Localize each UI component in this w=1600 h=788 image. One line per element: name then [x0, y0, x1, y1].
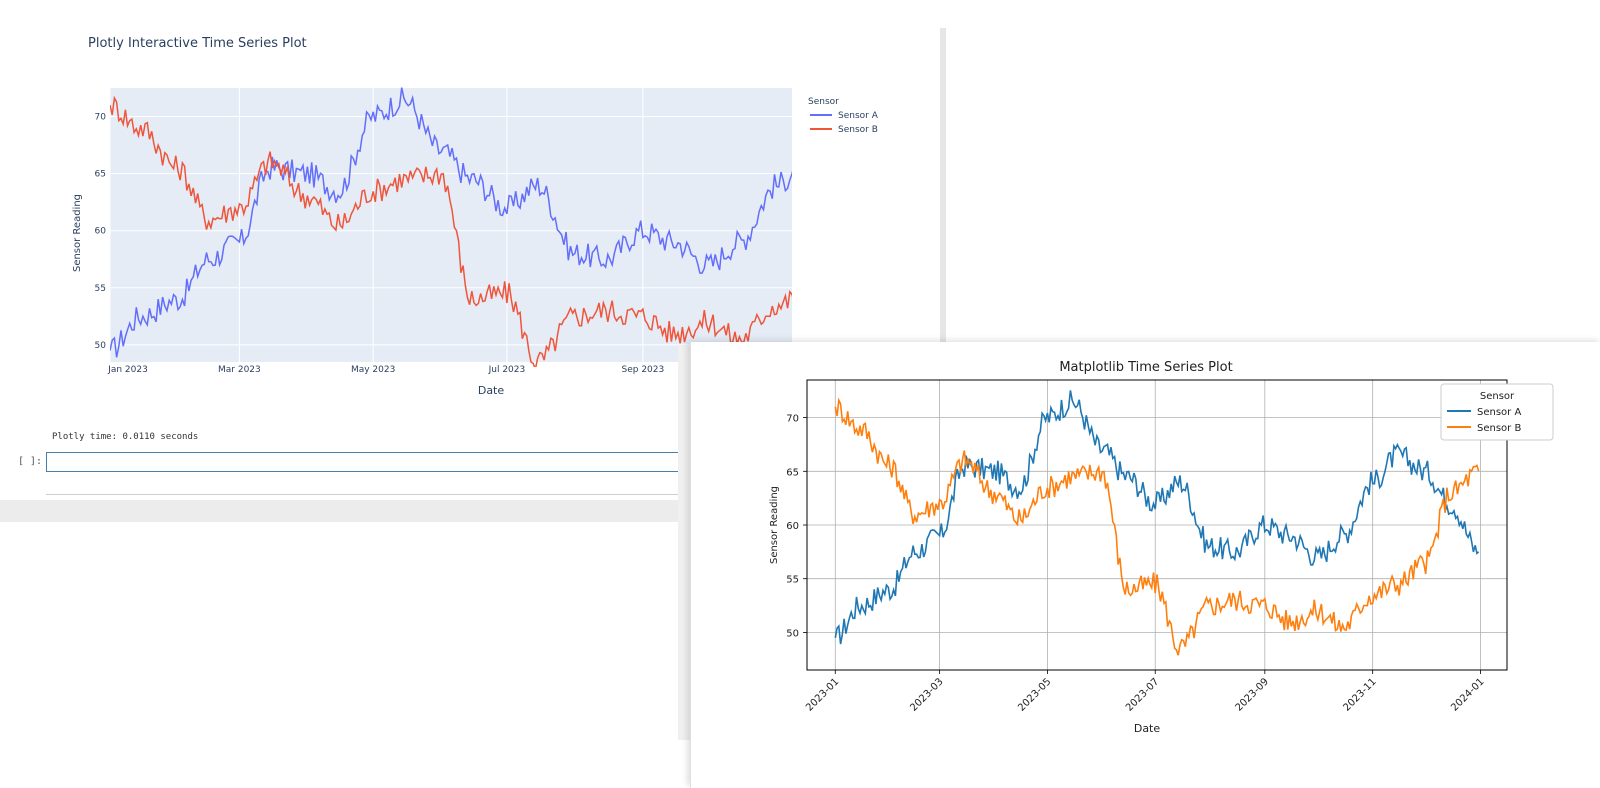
- y-tick-label: 55: [95, 284, 106, 294]
- y-tick-label: 70: [786, 414, 799, 425]
- code-cell-input[interactable]: [46, 452, 686, 472]
- matplotlib-chart-title: Matplotlib Time Series Plot: [1059, 360, 1233, 375]
- legend-label: Sensor A: [1477, 407, 1521, 418]
- x-tick-label: 2023-07: [1124, 676, 1161, 713]
- x-tick-label: Jan 2023: [107, 365, 148, 375]
- matplotlib-chart: 50 55 60 65 70 2023-01 2023-03 2023-05 2023-07 20…: [769, 379, 1554, 735]
- axes-frame: [806, 379, 1508, 671]
- x-tick-label: 2024-01: [1449, 676, 1486, 713]
- series-line-sensor-b: [834, 397, 1480, 656]
- plotly-chart-title: Plotly Interactive Time Series Plot: [88, 36, 307, 51]
- series-line-sensor-b: [110, 95, 792, 367]
- y-tick-label: 60: [786, 521, 799, 532]
- window-shadow: [678, 345, 690, 740]
- y-tick-label: 65: [786, 467, 799, 478]
- y-axis-title: Sensor Reading: [72, 194, 83, 272]
- plotly-notebook-window: Plotly Interactive Time Series Plot 50 55…: [0, 0, 940, 500]
- x-tick-label: Jul 2023: [488, 365, 526, 375]
- y-tick-label: 50: [95, 341, 107, 351]
- y-tick-label: 65: [95, 170, 106, 180]
- x-axis-title: Date: [478, 384, 505, 397]
- cell-prompt: [ ]:: [18, 456, 43, 467]
- y-tick-label: 60: [95, 227, 107, 237]
- x-tick-label: 2023-05: [1016, 676, 1053, 713]
- series-line-sensor-a: [834, 390, 1480, 645]
- legend-title: Sensor: [808, 97, 839, 107]
- series-line-sensor-a: [110, 87, 792, 358]
- y-axis-title: Sensor Reading: [769, 486, 780, 564]
- x-axis-title: Date: [1134, 722, 1161, 735]
- plotly-chart[interactable]: 50 55 60 65 70 Jan 2023 Mar 2023 May 2023 Jul 20…: [0, 0, 940, 420]
- plot-area: [110, 88, 792, 362]
- legend-label: Sensor B: [1477, 423, 1521, 434]
- y-tick-label: 50: [786, 628, 799, 639]
- legend-label: Sensor A: [838, 111, 879, 121]
- plotly-timing-output: Plotly time: 0.0110 seconds: [52, 432, 199, 442]
- x-tick-label: Mar 2023: [218, 365, 261, 375]
- legend-title: Sensor: [1480, 391, 1515, 402]
- x-tick-label: 2023-03: [908, 676, 945, 713]
- window-shadow: [0, 500, 690, 522]
- x-tick-label: 2023-09: [1234, 676, 1271, 713]
- window-edge: [940, 28, 946, 348]
- matplotlib-window: Matplotlib Time Series Plot 50 55 60 65 70 20…: [690, 342, 1600, 788]
- y-tick-label: 55: [786, 575, 799, 586]
- legend-label: Sensor B: [838, 125, 878, 135]
- x-tick-label: 2023-11: [1341, 676, 1378, 713]
- x-tick-label: May 2023: [351, 365, 395, 375]
- x-tick-label: Sep 2023: [622, 365, 665, 375]
- cell-divider: [46, 494, 686, 495]
- y-tick-label: 70: [95, 113, 107, 123]
- x-tick-label: 2023-01: [804, 676, 841, 713]
